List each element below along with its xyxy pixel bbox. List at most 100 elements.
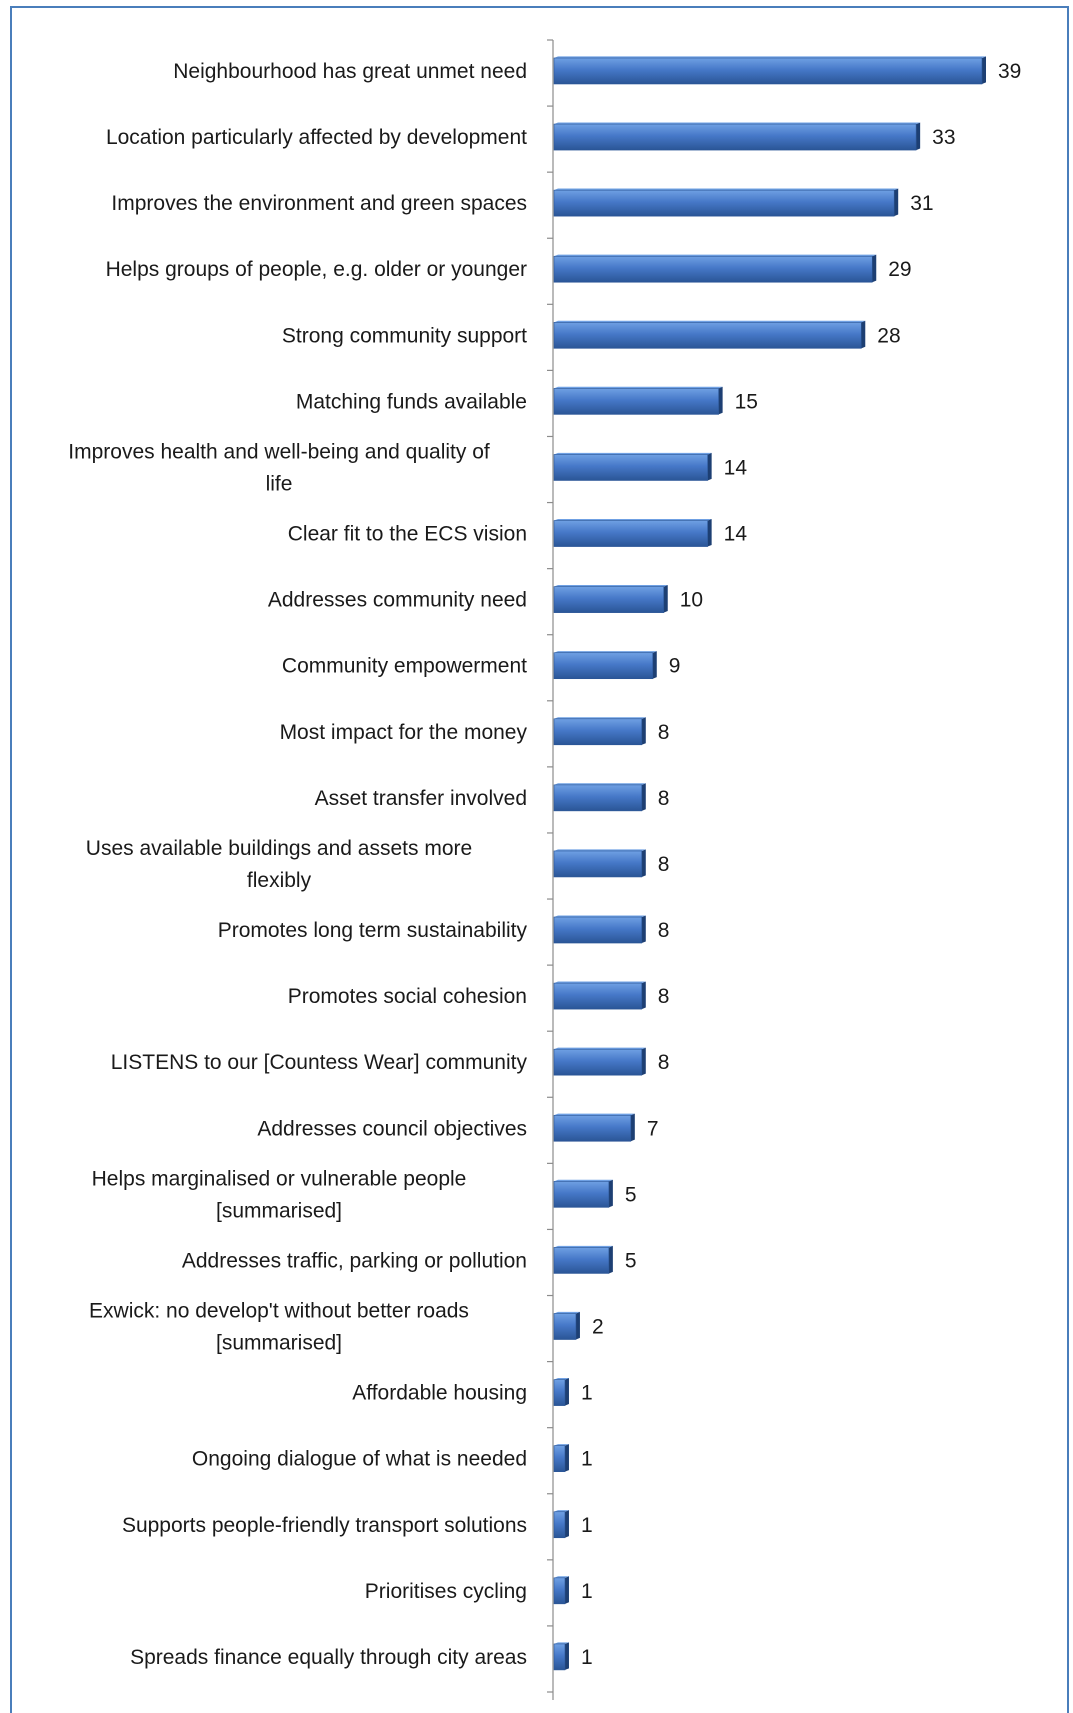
bar-side — [707, 518, 712, 547]
data-label: 1 — [581, 1646, 593, 1669]
bar-side — [861, 320, 866, 349]
bar-side — [641, 1047, 646, 1076]
bar-side — [718, 386, 723, 415]
category-label-line: Uses available buildings and assets more — [86, 837, 472, 860]
data-label: 5 — [625, 1183, 637, 1206]
data-label: 9 — [669, 655, 681, 678]
category-label: Promotes long term sustainability — [218, 919, 528, 942]
bar — [553, 850, 643, 878]
data-label: 8 — [658, 721, 670, 744]
data-label: 8 — [658, 985, 670, 1008]
bar — [553, 388, 719, 415]
bar-side — [564, 1510, 569, 1538]
bar-top-face — [554, 518, 712, 521]
bar — [553, 1445, 566, 1472]
category-label: Matching funds available — [296, 390, 527, 413]
data-label: 8 — [658, 853, 670, 876]
bar-top-face — [554, 1311, 580, 1314]
category-label-line: Clear fit to the ECS vision — [288, 523, 527, 546]
bar — [553, 1114, 632, 1142]
bar — [553, 652, 654, 680]
category-label: Addresses community need — [268, 589, 527, 612]
bar-top-face — [554, 56, 986, 58]
bar-side — [652, 651, 657, 679]
category-label-line: Improves the environment and green space… — [111, 192, 527, 215]
bar-side — [564, 1576, 569, 1604]
category-label: Asset transfer involved — [315, 787, 527, 810]
category-label-line: Helps groups of people, e.g. older or yo… — [106, 258, 527, 281]
bar-top-face — [554, 386, 723, 389]
data-label: 28 — [877, 324, 900, 347]
bar-side — [564, 1378, 569, 1406]
data-label: 2 — [592, 1316, 604, 1339]
category-label-line: Strong community support — [282, 324, 527, 347]
bar-top-face — [554, 717, 646, 719]
data-label: 8 — [658, 787, 670, 810]
bar-side — [641, 783, 646, 811]
bar-top-face — [554, 915, 646, 918]
bar-top-face — [554, 651, 657, 653]
category-label-line: Addresses council objectives — [257, 1117, 527, 1140]
category-label-line: flexibly — [247, 869, 312, 892]
category-label-line: Most impact for the money — [280, 721, 528, 744]
category-label-line: Exwick: no develop't without better road… — [89, 1300, 469, 1323]
category-label: Prioritises cycling — [365, 1580, 527, 1603]
category-label: Affordable housing — [352, 1382, 527, 1405]
bar-side — [641, 981, 646, 1010]
data-label: 5 — [625, 1249, 637, 1272]
bar-side — [641, 915, 646, 944]
category-label: Exwick: no develop't without better road… — [89, 1300, 469, 1355]
category-label: Neighbourhood has great unmet need — [173, 60, 527, 83]
data-label: 1 — [581, 1382, 593, 1405]
category-label: Community empowerment — [282, 655, 527, 678]
data-label: 39 — [998, 60, 1021, 83]
category-label: Helps marginalised or vulnerable people [… — [92, 1167, 467, 1222]
bar — [553, 1247, 610, 1274]
bar — [553, 1643, 566, 1671]
category-label-line: Promotes long term sustainability — [218, 919, 528, 942]
bar-side — [564, 1642, 569, 1670]
category-label-line: Affordable housing — [352, 1382, 527, 1405]
category-label: Improves the environment and green space… — [111, 192, 527, 215]
category-label: LISTENS to our [Countess Wear] community — [111, 1051, 528, 1074]
data-label: 8 — [658, 1051, 670, 1074]
bar-top-face — [554, 254, 877, 257]
bar-side — [916, 122, 921, 151]
bar-side — [630, 1113, 635, 1142]
bar-side — [663, 585, 668, 613]
category-label: Location particularly affected by develo… — [106, 126, 527, 149]
bar-top-face — [554, 1576, 569, 1578]
bar-top-face — [554, 981, 646, 984]
category-label-line: Supports people-friendly transport solut… — [122, 1514, 527, 1537]
bar-side — [894, 188, 899, 217]
bar-top-face — [554, 1113, 635, 1116]
bar — [553, 520, 708, 547]
bar-top-face — [554, 188, 899, 191]
bar-side — [575, 1311, 580, 1340]
bar — [553, 57, 983, 85]
bar-side — [641, 717, 646, 745]
category-label-line: Asset transfer involved — [315, 787, 527, 810]
bar-side — [564, 1444, 569, 1472]
data-label: 14 — [724, 456, 748, 479]
bar — [553, 322, 862, 349]
bar-top-face — [554, 1047, 646, 1050]
bar — [553, 982, 643, 1010]
bar-side — [707, 452, 712, 481]
bar — [553, 718, 643, 746]
data-label: 29 — [888, 258, 911, 281]
bar-top-face — [554, 849, 646, 851]
bar — [553, 255, 873, 283]
data-label: 7 — [647, 1117, 659, 1140]
bar — [553, 123, 917, 151]
bar-top-face — [554, 1642, 569, 1644]
category-label-line: Neighbourhood has great unmet need — [173, 60, 527, 83]
bar — [553, 454, 708, 481]
bar — [553, 1048, 643, 1076]
category-label: Improves health and well-being and quali… — [68, 440, 490, 495]
data-label: 8 — [658, 919, 670, 942]
category-label-line: Ongoing dialogue of what is needed — [192, 1448, 527, 1471]
bar-side — [872, 254, 877, 283]
bar-top-face — [554, 783, 646, 785]
bar — [553, 1313, 577, 1340]
